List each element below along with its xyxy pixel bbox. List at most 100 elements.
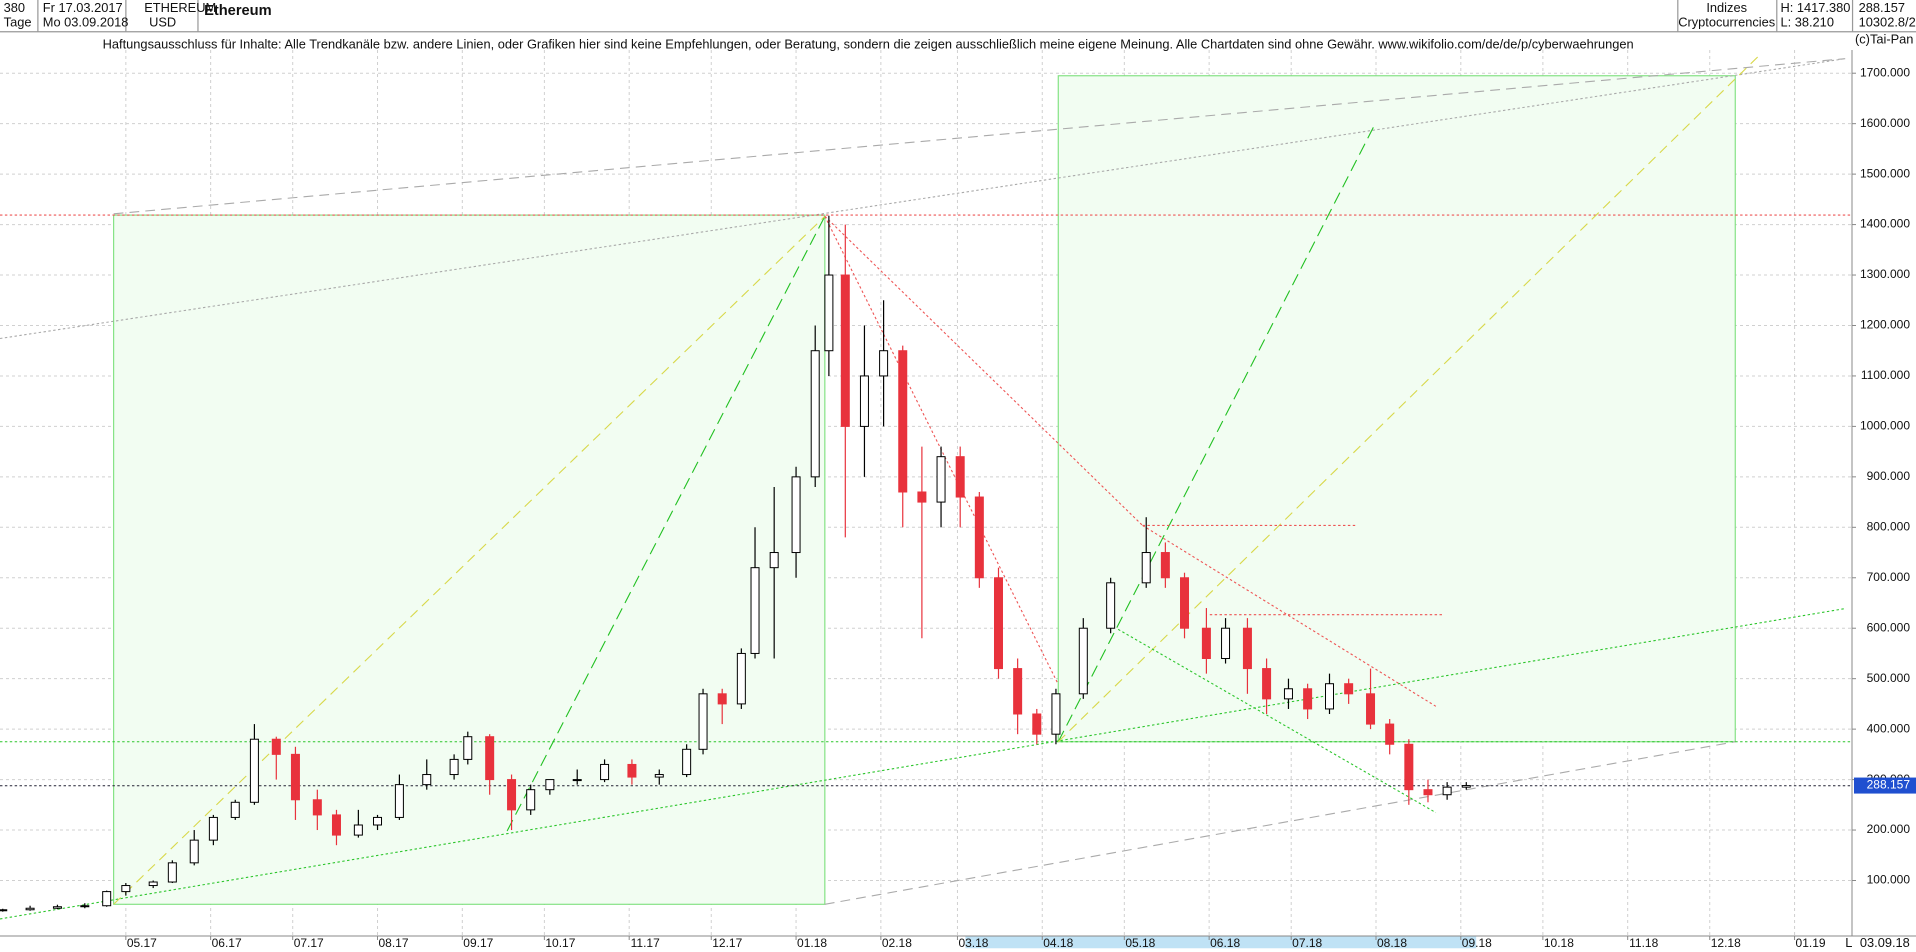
candle-body bbox=[1180, 577, 1190, 629]
y-tick-label: 1300.000 bbox=[1860, 267, 1910, 281]
candle-body bbox=[600, 763, 610, 781]
trend-line bbox=[0, 608, 1846, 920]
subgroup: Cryptocurrencies bbox=[1678, 15, 1775, 30]
candle-body bbox=[312, 799, 322, 816]
candle-body bbox=[917, 491, 927, 503]
candle-body bbox=[526, 789, 536, 811]
x-tick-label: 08.17 bbox=[378, 936, 408, 950]
header-bg bbox=[0, 0, 1916, 32]
trend-line bbox=[506, 216, 826, 832]
x-tick-label: 01.19 bbox=[1796, 936, 1826, 950]
candle-body bbox=[750, 567, 760, 654]
copyright: (c)Tai-Pan bbox=[1855, 32, 1913, 47]
trend-line bbox=[113, 58, 1846, 215]
x-tick-label: 02.18 bbox=[882, 936, 912, 950]
axis-date: 03.09.18 bbox=[1860, 935, 1910, 950]
trend-line bbox=[824, 215, 1143, 526]
candle-body bbox=[840, 274, 850, 427]
start-date[interactable]: Fr 17.03.2017 bbox=[43, 0, 123, 15]
symbol: ETHEREUM bbox=[144, 0, 216, 15]
x-tick-label: 10.18 bbox=[1544, 936, 1574, 950]
x-tick-label: 11.17 bbox=[631, 936, 660, 950]
candle-body bbox=[1303, 688, 1313, 710]
candle-body bbox=[572, 779, 582, 782]
candle-body bbox=[353, 824, 363, 836]
candle-body bbox=[290, 753, 300, 801]
y-tick-label: 1000.000 bbox=[1860, 419, 1910, 433]
candle-body bbox=[1106, 582, 1116, 629]
trend-line bbox=[1057, 124, 1376, 743]
candle-body bbox=[449, 758, 459, 776]
y-tick-label: 1100.000 bbox=[1861, 368, 1910, 382]
last-price-box bbox=[1854, 777, 1916, 794]
y-tick-label: 1200.000 bbox=[1860, 318, 1910, 332]
x-tick-label: 12.18 bbox=[1711, 936, 1741, 950]
y-tick-label: 900.000 bbox=[1867, 469, 1911, 483]
y-tick-label: 600.000 bbox=[1867, 620, 1911, 634]
candle-body bbox=[993, 577, 1003, 670]
candle-body bbox=[121, 885, 131, 893]
candle-body bbox=[1262, 668, 1272, 700]
low: L: 38.210 bbox=[1780, 15, 1834, 30]
x-tick-label: 04.18 bbox=[1043, 936, 1073, 950]
candle-body bbox=[859, 375, 869, 427]
candle-body bbox=[898, 350, 908, 493]
candle-body bbox=[1423, 789, 1433, 796]
selection-strip bbox=[965, 936, 1477, 949]
x-tick-label: 12.17 bbox=[712, 936, 742, 950]
x-tick-label: 07.17 bbox=[294, 936, 324, 950]
x-tick-label: 03.18 bbox=[958, 936, 988, 950]
candle-body bbox=[627, 763, 637, 778]
candle-body bbox=[1283, 688, 1293, 700]
candle-body bbox=[1201, 627, 1211, 659]
candle-body bbox=[25, 907, 35, 911]
candle-body bbox=[1013, 668, 1023, 715]
candle-body bbox=[52, 906, 62, 909]
candle-body bbox=[1442, 786, 1452, 796]
candle-body bbox=[208, 816, 218, 841]
volume: 10302.8/2 bbox=[1859, 15, 1916, 30]
y-tick-label: 200.000 bbox=[1867, 822, 1911, 836]
candle-body bbox=[485, 736, 495, 781]
scale-mode[interactable]: L bbox=[1845, 935, 1852, 950]
candle-body bbox=[974, 496, 984, 579]
candle-body bbox=[1325, 683, 1335, 710]
candle-body bbox=[824, 274, 834, 352]
candle-body bbox=[1221, 627, 1231, 659]
x-tick-label: 05.18 bbox=[1125, 936, 1155, 950]
trend-line bbox=[824, 741, 1736, 905]
instrument-name: Ethereum bbox=[204, 3, 272, 19]
candle-body bbox=[545, 779, 555, 791]
axes: 100.000200.000300.000400.000500.000600.0… bbox=[0, 50, 1916, 950]
candle-body bbox=[1344, 683, 1354, 695]
candle-body bbox=[810, 350, 820, 478]
range-box bbox=[1057, 75, 1736, 743]
candle-body bbox=[230, 801, 240, 818]
candle-body bbox=[331, 814, 341, 836]
y-tick-label: 1400.000 bbox=[1860, 217, 1910, 231]
last-price-label: 288.157 bbox=[1867, 778, 1911, 792]
candle-body bbox=[507, 779, 517, 811]
period[interactable]: 380 bbox=[4, 0, 25, 15]
currency: USD bbox=[149, 15, 176, 30]
trend-line bbox=[0, 58, 1846, 340]
high: H: 1417.380 bbox=[1780, 0, 1850, 15]
candle-body bbox=[1385, 723, 1395, 745]
y-tick-label: 1600.000 bbox=[1860, 116, 1910, 130]
candle-body bbox=[736, 652, 746, 705]
candle-body bbox=[394, 784, 404, 818]
candle-body bbox=[0, 909, 8, 912]
y-tick-label: 100.000 bbox=[1867, 873, 1911, 887]
candle-body bbox=[80, 905, 90, 908]
candle-body bbox=[936, 456, 946, 503]
trend-line bbox=[113, 215, 826, 905]
candle-body bbox=[1051, 693, 1061, 735]
end-date[interactable]: Mo 03.09.2018 bbox=[43, 15, 129, 30]
unit[interactable]: Tage bbox=[4, 15, 32, 30]
candle-body bbox=[102, 891, 112, 907]
x-tick-label: 05.17 bbox=[127, 936, 157, 950]
y-tick-label: 1700.000 bbox=[1860, 65, 1910, 79]
candle-body bbox=[654, 774, 664, 778]
candle-body bbox=[717, 693, 727, 705]
